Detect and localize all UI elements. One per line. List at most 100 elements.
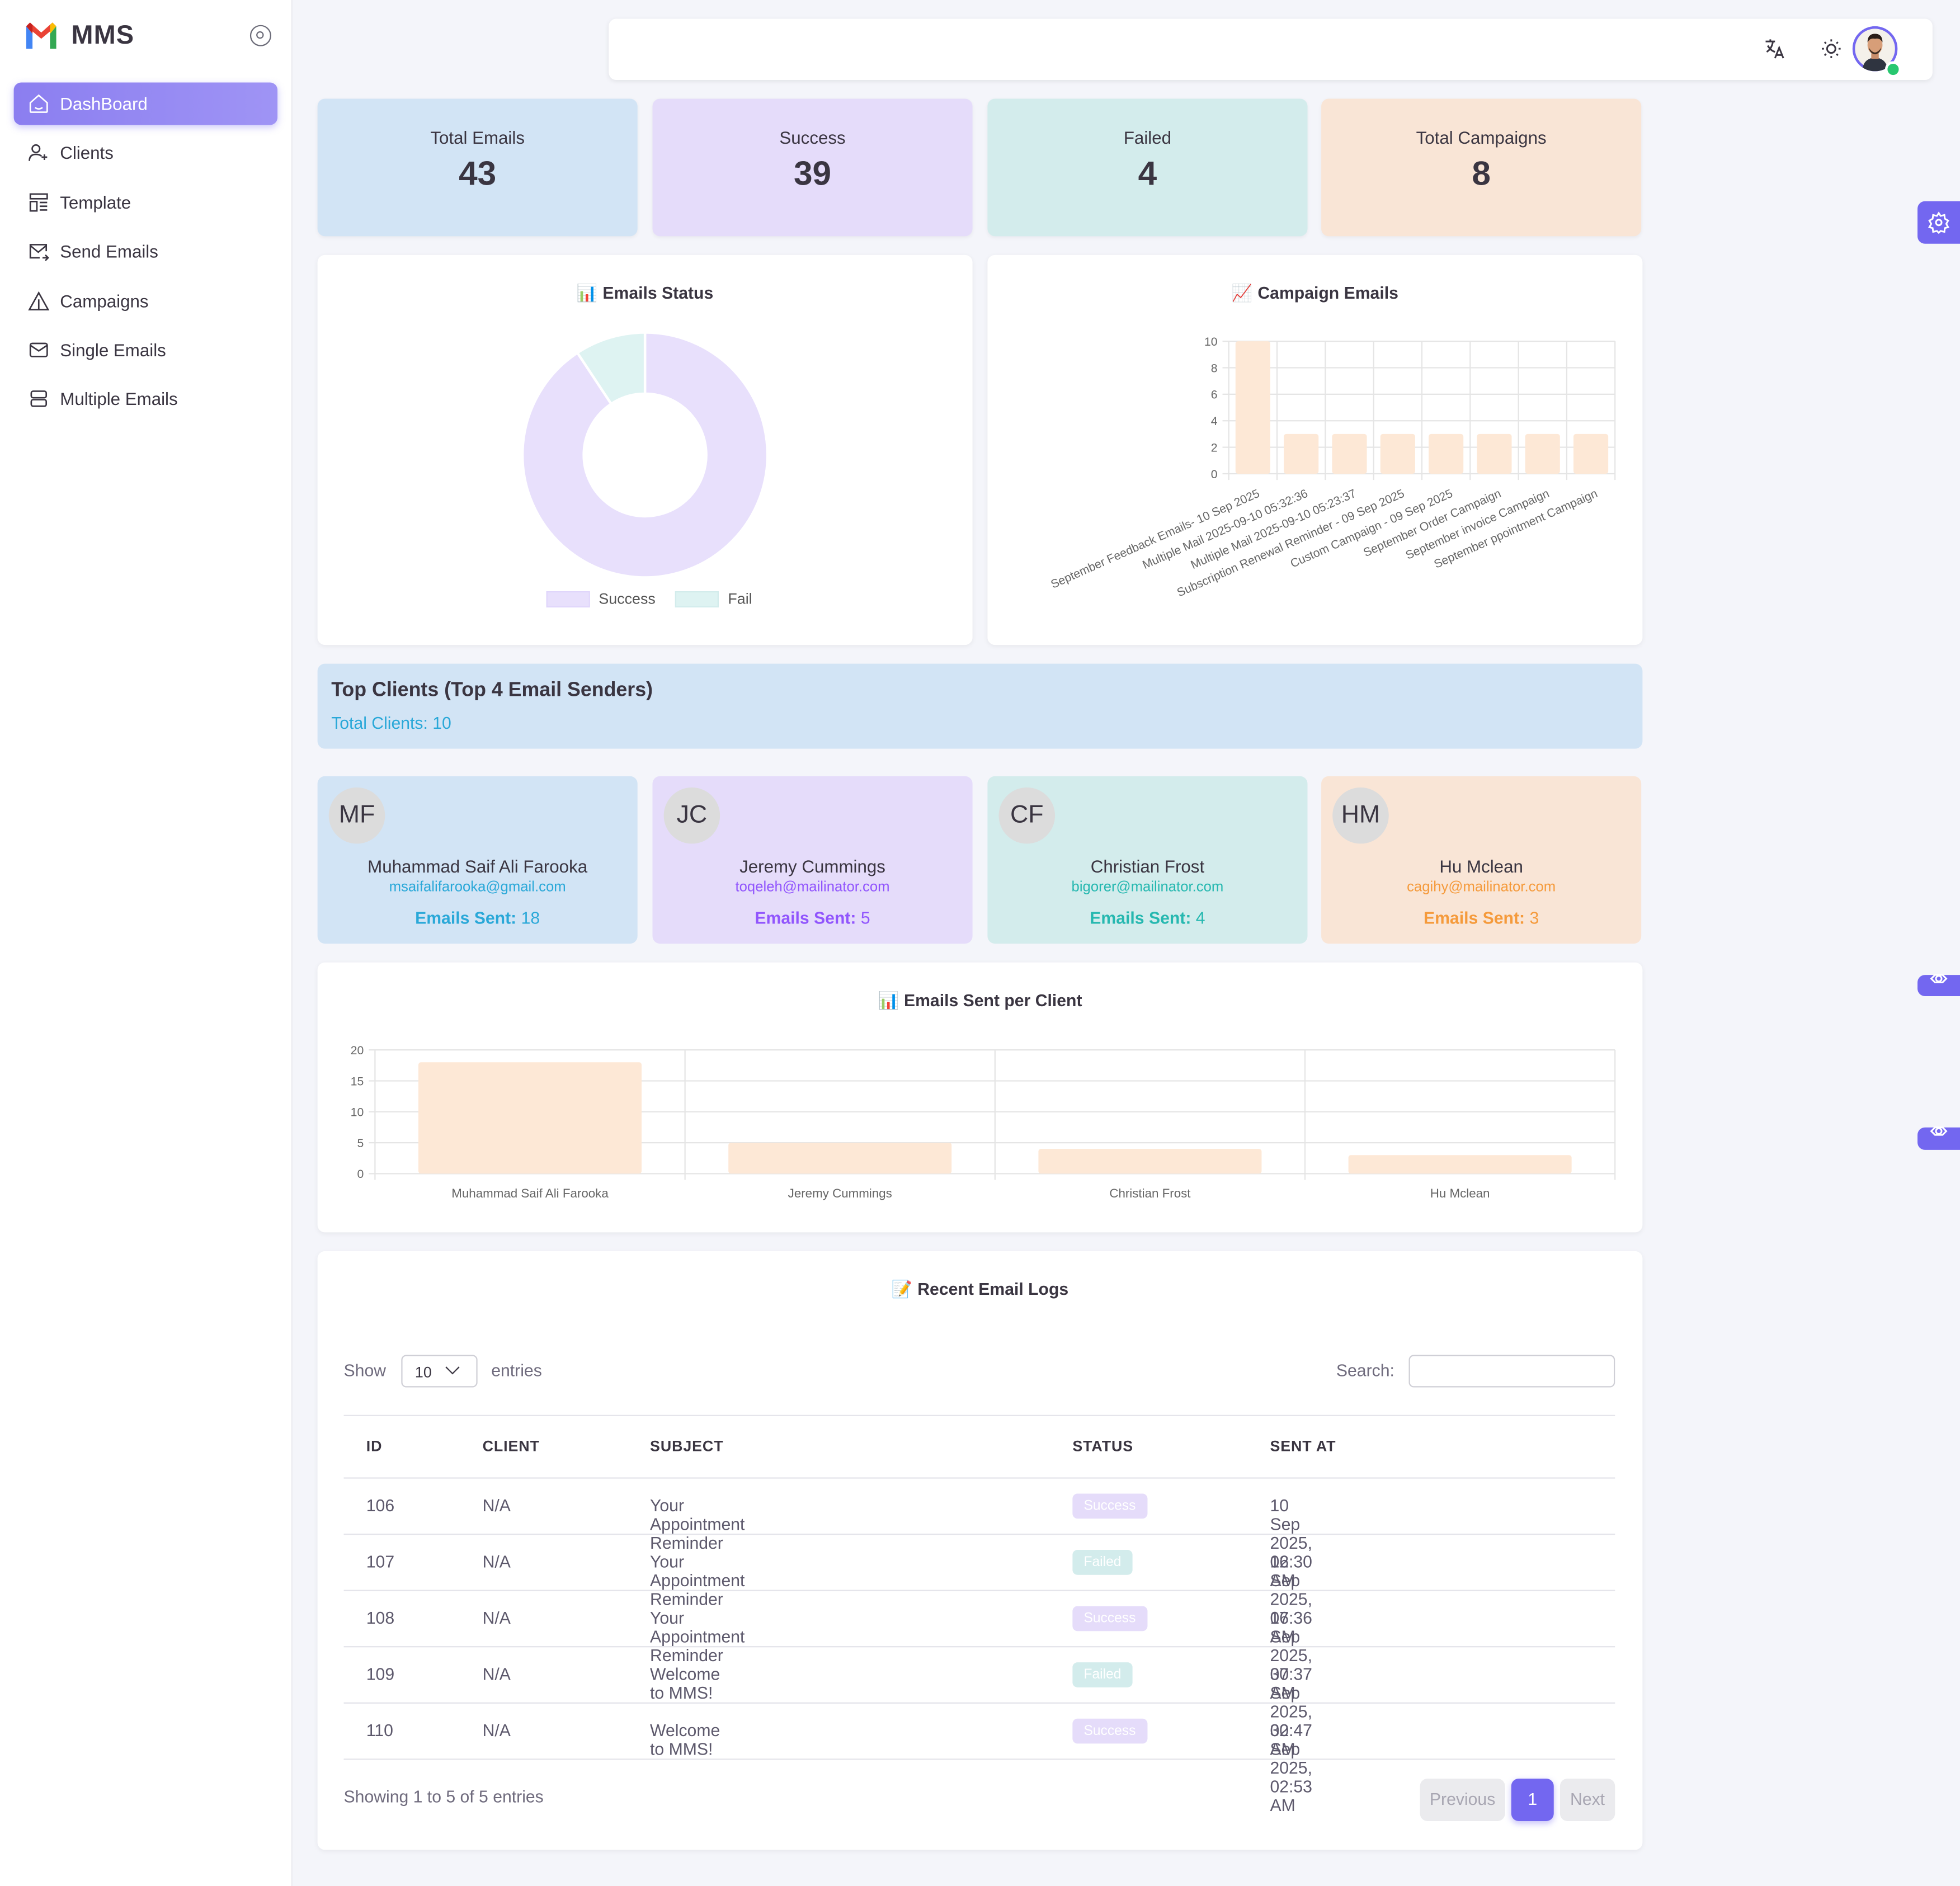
client-card[interactable]: HM Hu Mclean cagihy@mailinator.com Email… bbox=[1321, 776, 1642, 944]
client-emails-sent: Emails Sent: 18 bbox=[318, 909, 638, 928]
client-email[interactable]: bigorer@mailinator.com bbox=[1071, 880, 1224, 895]
emails-status-title: 📊 Emails Status bbox=[318, 284, 973, 304]
customizer-float-button[interactable] bbox=[1917, 974, 1960, 997]
row-divider bbox=[343, 1758, 1615, 1760]
emails-status-panel: 📊 Emails Status bbox=[317, 254, 973, 645]
topbar bbox=[609, 18, 1933, 81]
client-email[interactable]: toqeleh@mailinator.com bbox=[735, 880, 890, 895]
bar[interactable] bbox=[1380, 433, 1415, 474]
sidebar-item-single-emails[interactable]: Single Emails bbox=[14, 329, 278, 371]
sidebar-nav: DashBoard Clients Template Send Emails C… bbox=[13, 82, 278, 427]
row-divider bbox=[343, 1646, 1615, 1648]
title-text: Campaign Emails bbox=[1257, 284, 1398, 303]
sidebar-item-dashboard[interactable]: DashBoard bbox=[13, 82, 278, 125]
client-avatar: MF bbox=[328, 787, 385, 844]
sidebar-item-label: Multiple Emails bbox=[60, 389, 178, 409]
table-top-divider bbox=[343, 1414, 1615, 1416]
legend-label-fail[interactable]: Fail bbox=[728, 590, 752, 608]
client-name: Hu Mclean bbox=[1439, 856, 1523, 876]
bar[interactable] bbox=[1429, 433, 1464, 474]
bar[interactable] bbox=[1477, 433, 1512, 474]
bar[interactable] bbox=[1573, 433, 1609, 474]
y-tick-label: 0 bbox=[357, 1168, 364, 1181]
bar[interactable] bbox=[1348, 1155, 1572, 1174]
y-tick-label: 10 bbox=[351, 1106, 364, 1119]
donut-slice-success[interactable] bbox=[521, 331, 769, 579]
x-tick-label: Jeremy Cummings bbox=[788, 1186, 892, 1200]
column-header-subject[interactable]: SUBJECT bbox=[650, 1437, 724, 1455]
client-email[interactable]: msaifalifarooka@gmail.com bbox=[389, 880, 566, 895]
column-header-id[interactable]: ID bbox=[366, 1437, 383, 1455]
gear-icon bbox=[1930, 974, 1948, 983]
status-badge: Success bbox=[1072, 1606, 1147, 1632]
user-avatar[interactable] bbox=[1852, 26, 1898, 72]
pagination-page-1-button[interactable]: 1 bbox=[1511, 1778, 1554, 1821]
sidebar-item-template[interactable]: Template bbox=[14, 181, 278, 224]
translate-icon[interactable] bbox=[1763, 36, 1788, 62]
help-float-button[interactable] bbox=[1917, 1126, 1960, 1150]
bar[interactable] bbox=[1284, 433, 1319, 474]
bar[interactable] bbox=[1525, 433, 1560, 474]
client-card[interactable]: JC Jeremy Cummings toqeleh@mailinator.co… bbox=[652, 776, 973, 944]
cell-client: N/A bbox=[482, 1665, 511, 1684]
cell-id: 106 bbox=[366, 1496, 395, 1515]
table-info: Showing 1 to 5 of 5 entries bbox=[343, 1787, 544, 1807]
sidebar-item-multiple-emails[interactable]: Multiple Emails bbox=[14, 378, 278, 421]
sidebar-item-clients[interactable]: Clients bbox=[14, 132, 278, 175]
bar[interactable] bbox=[1235, 341, 1270, 474]
client-card[interactable]: CF Christian Frost bigorer@mailinator.co… bbox=[987, 776, 1308, 944]
campaign-emails-title: 📈 Campaign Emails bbox=[987, 284, 1642, 304]
status-badge: Failed bbox=[1072, 1662, 1133, 1687]
status-badge: Failed bbox=[1072, 1550, 1133, 1575]
sun-icon[interactable] bbox=[1818, 36, 1844, 62]
bar[interactable] bbox=[728, 1143, 952, 1174]
sidebar-collapse-icon[interactable] bbox=[249, 25, 271, 46]
sidebar-item-label: DashBoard bbox=[60, 93, 148, 114]
cell-subject: Your Appointment Reminder bbox=[650, 1552, 745, 1609]
cell-sent-at: 16 Sep 2025, 07:37 AM bbox=[1270, 1609, 1312, 1703]
pagination-previous-button[interactable]: Previous bbox=[1420, 1778, 1505, 1821]
chart-emoji-icon: 📈 bbox=[1231, 284, 1253, 303]
cell-client: N/A bbox=[482, 1721, 511, 1740]
bar[interactable] bbox=[418, 1062, 642, 1174]
cell-sent-at: 30 Sep 2025, 02:47 AM bbox=[1270, 1665, 1312, 1759]
title-text: Recent Email Logs bbox=[917, 1280, 1069, 1299]
legend-label-success[interactable]: Success bbox=[599, 590, 656, 608]
legend-swatch-success bbox=[546, 590, 590, 607]
entries-select-value: 10 bbox=[414, 1364, 432, 1382]
emails-status-legend: Success Fail bbox=[546, 590, 752, 607]
stat-card-total-emails: Total Emails 43 bbox=[317, 98, 638, 237]
bar[interactable] bbox=[1038, 1149, 1262, 1174]
entries-per-page-select[interactable]: 10 bbox=[401, 1355, 478, 1388]
y-tick-label: 20 bbox=[351, 1044, 364, 1057]
search-label: Search: bbox=[1336, 1361, 1394, 1380]
settings-float-button[interactable] bbox=[1917, 201, 1960, 244]
sent-label: Emails Sent: bbox=[1423, 908, 1525, 928]
column-header-client[interactable]: CLIENT bbox=[482, 1437, 540, 1455]
bar[interactable] bbox=[1332, 433, 1367, 474]
x-tick-label: Hu Mclean bbox=[1430, 1186, 1490, 1200]
y-tick-label: 2 bbox=[1211, 441, 1218, 454]
cell-client: N/A bbox=[482, 1609, 511, 1628]
brand[interactable]: MMS bbox=[23, 17, 134, 55]
template-icon bbox=[29, 193, 48, 211]
column-header-status[interactable]: STATUS bbox=[1072, 1437, 1134, 1455]
sent-label: Emails Sent: bbox=[415, 908, 517, 928]
pagination-next-button[interactable]: Next bbox=[1559, 1778, 1615, 1821]
client-email[interactable]: cagihy@mailinator.com bbox=[1407, 880, 1556, 895]
client-name: Muhammad Saif Ali Farooka bbox=[368, 856, 588, 876]
cell-id: 110 bbox=[366, 1721, 393, 1740]
search-input[interactable] bbox=[1408, 1355, 1615, 1388]
sidebar-item-send-emails[interactable]: Send Emails bbox=[14, 230, 278, 273]
row-divider bbox=[343, 1533, 1615, 1535]
y-tick-label: 8 bbox=[1211, 362, 1218, 375]
sent-value: 3 bbox=[1529, 908, 1539, 928]
client-card[interactable]: MF Muhammad Saif Ali Farooka msaifalifar… bbox=[317, 776, 638, 944]
donut-slice-fail[interactable] bbox=[576, 331, 647, 406]
client-name: Christian Frost bbox=[1090, 856, 1205, 876]
sidebar-item-campaigns[interactable]: Campaigns bbox=[14, 280, 278, 322]
chevron-down-icon bbox=[445, 1360, 460, 1375]
column-header-sent-at[interactable]: SENT AT bbox=[1270, 1437, 1336, 1455]
online-status-dot bbox=[1884, 61, 1901, 78]
